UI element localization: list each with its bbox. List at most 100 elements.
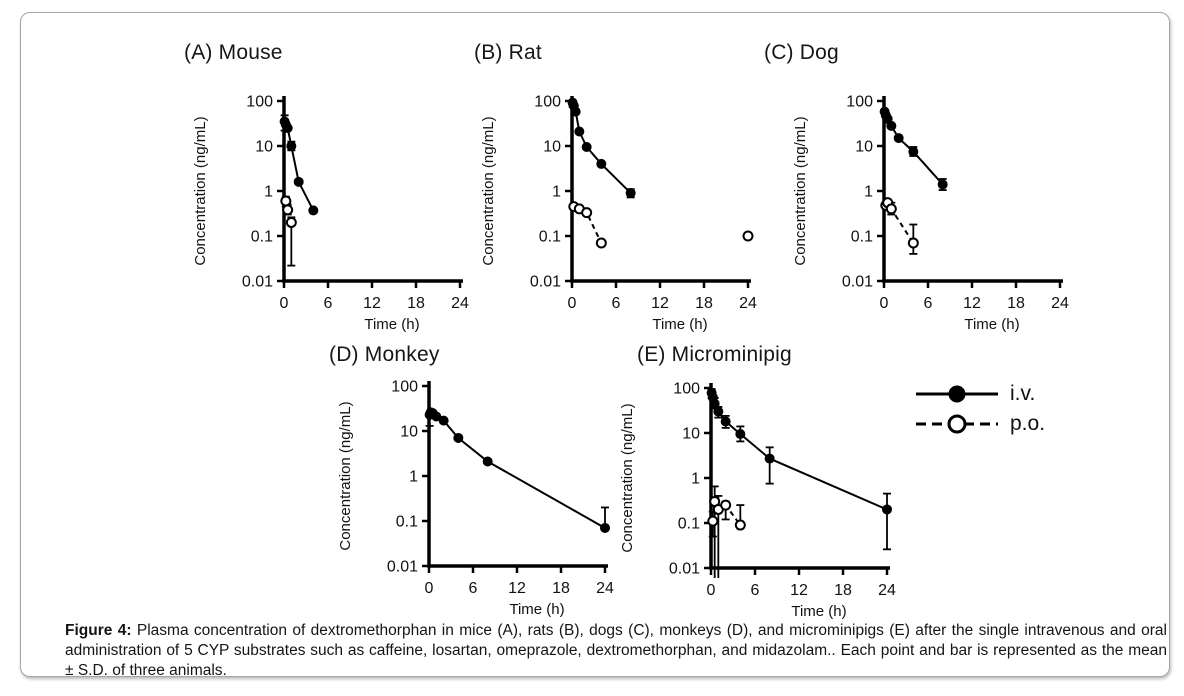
data-point bbox=[937, 179, 948, 190]
y-tick-label: 0.01 bbox=[242, 274, 273, 291]
data-point bbox=[293, 176, 304, 187]
series-iv bbox=[879, 106, 948, 191]
x-tick-label: 6 bbox=[751, 582, 760, 599]
y-axis-label: Concentration (ng/mL) bbox=[480, 116, 497, 265]
x-tick-label: 18 bbox=[407, 295, 425, 312]
chart-monkey: 100 10 1 0.1 0.01 0 6 12 18 24 Time (h) Concentrati… bbox=[337, 379, 614, 619]
data-point bbox=[625, 188, 636, 199]
panel-title-c: (C) Dog bbox=[764, 41, 839, 64]
x-tick-label: 0 bbox=[425, 580, 434, 597]
y-tick-label: 0.1 bbox=[851, 229, 873, 246]
axes: 100 10 1 0.1 0.01 0 6 12 18 24 Time (h) Concentrati… bbox=[337, 379, 614, 619]
y-tick-label: 1 bbox=[552, 184, 561, 201]
x-tick-label: 6 bbox=[612, 295, 621, 312]
x-tick-label: 6 bbox=[324, 295, 333, 312]
data-point bbox=[482, 456, 493, 467]
series-po bbox=[280, 195, 297, 267]
x-tick-label: 18 bbox=[834, 582, 852, 599]
x-tick-label: 18 bbox=[1007, 295, 1025, 312]
y-tick-label: 100 bbox=[246, 94, 273, 111]
y-tick-label: 10 bbox=[400, 424, 418, 441]
data-point bbox=[574, 126, 585, 137]
x-tick-label: 12 bbox=[651, 295, 669, 312]
series-iv bbox=[424, 407, 610, 533]
panel-title-a: (A) Mouse bbox=[184, 41, 283, 64]
y-tick-label: 0.01 bbox=[669, 561, 700, 578]
legend-label-po: p.o. bbox=[1010, 412, 1046, 435]
data-point bbox=[285, 216, 297, 228]
y-axis-label: Concentration (ng/mL) bbox=[792, 116, 809, 265]
data-point bbox=[431, 411, 442, 422]
axes: 100 10 1 0.1 0.01 0 6 12 18 24 Time (h) Concentrati… bbox=[619, 381, 896, 621]
legend-item-po: p.o. bbox=[914, 409, 1045, 439]
data-point bbox=[885, 203, 897, 215]
x-tick-label: 0 bbox=[707, 582, 716, 599]
caption-label: Figure 4: bbox=[65, 622, 132, 639]
x-tick-label: 24 bbox=[596, 580, 614, 597]
data-point bbox=[286, 141, 297, 151]
x-tick-label: 18 bbox=[695, 295, 713, 312]
data-point bbox=[308, 205, 319, 216]
data-point bbox=[908, 146, 919, 157]
data-point bbox=[713, 406, 724, 417]
x-tick-label: 24 bbox=[1051, 295, 1069, 312]
figure-frame: (A) Mouse (B) Rat (C) Dog (D) Monkey (E)… bbox=[20, 12, 1170, 679]
chart-microminipig: 100 10 1 0.1 0.01 0 6 12 18 24 Time (h) Concentrati… bbox=[619, 381, 896, 621]
data-point bbox=[764, 453, 775, 464]
data-point bbox=[280, 195, 292, 207]
chart-rat: 100 10 1 0.1 0.01 0 6 12 18 24 Time (h) Concentrati… bbox=[480, 94, 757, 334]
y-tick-label: 0.01 bbox=[387, 559, 418, 576]
data-point bbox=[707, 515, 719, 527]
series-po bbox=[880, 197, 919, 255]
legend-label-iv: i.v. bbox=[1010, 382, 1036, 405]
chart-legend: i.v. p.o. bbox=[914, 379, 1045, 439]
x-axis-label: Time (h) bbox=[364, 316, 419, 333]
y-tick-label: 0.1 bbox=[539, 229, 561, 246]
x-tick-label: 12 bbox=[790, 582, 808, 599]
y-tick-label: 0.1 bbox=[251, 229, 273, 246]
data-point bbox=[438, 415, 449, 426]
data-point bbox=[720, 416, 731, 427]
y-tick-label: 10 bbox=[543, 139, 561, 156]
series-po bbox=[707, 485, 746, 578]
data-point bbox=[882, 504, 892, 515]
data-point bbox=[282, 204, 294, 216]
open-circle-dashed-line-icon bbox=[916, 414, 998, 434]
data-point bbox=[709, 398, 720, 409]
series-iv bbox=[279, 114, 319, 216]
chart-mouse: 100 10 1 0.1 0.01 0 6 12 18 24 Time (h) Concentrati… bbox=[192, 94, 469, 334]
panel-title-b: (B) Rat bbox=[474, 41, 542, 64]
y-tick-label: 0.01 bbox=[530, 274, 561, 291]
y-axis-label: Concentration (ng/mL) bbox=[192, 116, 209, 265]
x-axis-label: Time (h) bbox=[791, 603, 846, 620]
x-tick-label: 6 bbox=[469, 580, 478, 597]
data-point bbox=[735, 429, 746, 440]
data-point bbox=[742, 230, 754, 242]
y-tick-label: 100 bbox=[534, 94, 561, 111]
y-axis-label: Concentration (ng/mL) bbox=[619, 403, 636, 552]
data-point bbox=[734, 519, 746, 531]
data-point bbox=[581, 142, 592, 153]
axes: 100 10 1 0.1 0.01 0 6 12 18 24 Time (h) Concentrati… bbox=[792, 94, 1069, 334]
data-point bbox=[600, 522, 610, 533]
axes: 100 10 1 0.1 0.01 0 6 12 18 24 Time (h) Concentrati… bbox=[480, 94, 757, 334]
legend-item-iv: i.v. bbox=[914, 379, 1045, 409]
data-point bbox=[720, 499, 732, 511]
series-iv bbox=[567, 97, 636, 199]
data-point bbox=[596, 158, 607, 169]
series-iv bbox=[706, 387, 892, 551]
data-point bbox=[893, 133, 904, 144]
panel-title-d: (D) Monkey bbox=[329, 343, 440, 366]
caption-text: Plasma concentration of dextromethorphan… bbox=[65, 622, 1167, 679]
data-point bbox=[595, 237, 607, 249]
y-tick-label: 100 bbox=[673, 381, 700, 398]
x-tick-label: 12 bbox=[508, 580, 526, 597]
y-tick-label: 10 bbox=[855, 139, 873, 156]
x-tick-label: 6 bbox=[924, 295, 933, 312]
x-axis-label: Time (h) bbox=[509, 601, 564, 618]
axes: 100 10 1 0.1 0.01 0 6 12 18 24 Time (h) Concentrati… bbox=[192, 94, 469, 334]
y-tick-label: 1 bbox=[864, 184, 873, 201]
y-tick-label: 100 bbox=[846, 94, 873, 111]
x-tick-label: 24 bbox=[878, 582, 896, 599]
